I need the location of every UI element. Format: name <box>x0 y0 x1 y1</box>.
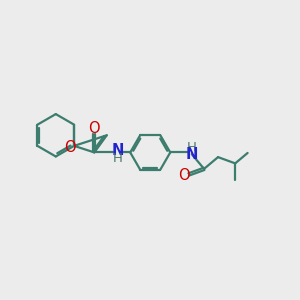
Text: N: N <box>186 147 198 162</box>
Text: O: O <box>178 168 190 183</box>
Text: H: H <box>187 141 197 154</box>
Text: O: O <box>64 140 76 155</box>
Text: H: H <box>112 152 122 165</box>
Text: O: O <box>88 122 100 136</box>
Text: N: N <box>111 143 124 158</box>
